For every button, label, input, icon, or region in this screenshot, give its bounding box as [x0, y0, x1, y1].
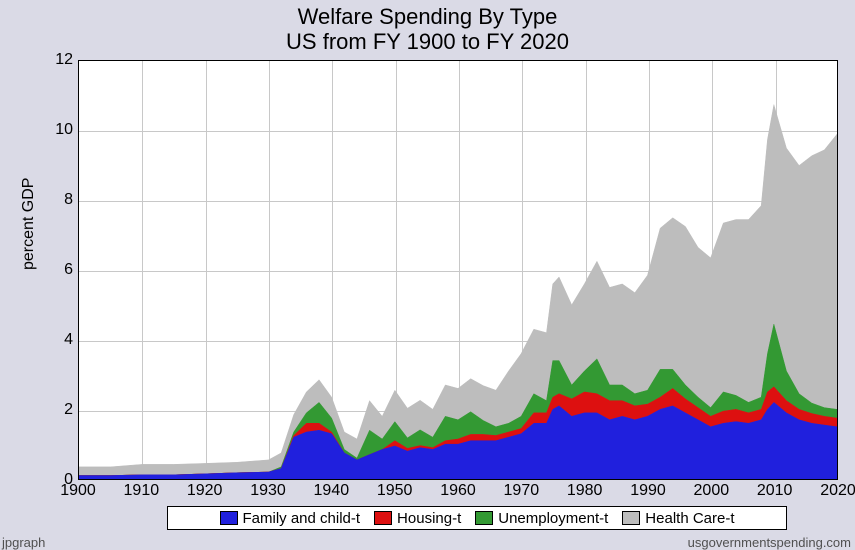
- x-tick-label: 1950: [377, 482, 413, 500]
- legend-label: Unemployment-t: [498, 510, 608, 527]
- y-tick-label: 4: [43, 331, 73, 349]
- legend-item: Unemployment-t: [475, 510, 608, 527]
- legend-label: Health Care-t: [645, 510, 734, 527]
- y-tick-label: 10: [43, 121, 73, 139]
- x-tick-label: 1900: [60, 482, 96, 500]
- chart-subtitle: US from FY 1900 to FY 2020: [0, 29, 855, 54]
- legend-swatch: [622, 511, 640, 525]
- x-tick-label: 1970: [504, 482, 540, 500]
- x-tick-label: 2010: [757, 482, 793, 500]
- chart-area: [78, 60, 838, 480]
- x-tick-label: 1930: [250, 482, 286, 500]
- y-tick-label: 12: [43, 51, 73, 69]
- x-tick-label: 1990: [630, 482, 666, 500]
- chart-title-block: Welfare Spending By Type US from FY 1900…: [0, 0, 855, 55]
- credit-left: jpgraph: [2, 535, 45, 550]
- x-tick-label: 2020: [820, 482, 855, 500]
- legend-label: Housing-t: [397, 510, 461, 527]
- x-tick-label: 1960: [440, 482, 476, 500]
- legend-item: Health Care-t: [622, 510, 734, 527]
- x-tick-label: 1940: [314, 482, 350, 500]
- x-tick-label: 2000: [694, 482, 730, 500]
- y-tick-label: 2: [43, 401, 73, 419]
- legend-swatch: [220, 511, 238, 525]
- x-tick-label: 1920: [187, 482, 223, 500]
- legend-swatch: [374, 511, 392, 525]
- stacked-areas: [79, 61, 837, 479]
- legend-item: Family and child-t: [220, 510, 361, 527]
- y-axis-label: percent GDP: [20, 178, 38, 270]
- x-tick-label: 1910: [124, 482, 160, 500]
- legend-swatch: [475, 511, 493, 525]
- x-tick-label: 1980: [567, 482, 603, 500]
- credit-right: usgovernmentspending.com: [688, 535, 851, 550]
- legend-item: Housing-t: [374, 510, 461, 527]
- y-tick-label: 6: [43, 261, 73, 279]
- legend-label: Family and child-t: [243, 510, 361, 527]
- y-tick-label: 8: [43, 191, 73, 209]
- chart-title: Welfare Spending By Type: [0, 4, 855, 29]
- plot-area: [78, 60, 838, 480]
- legend: Family and child-t Housing-t Unemployment-…: [167, 506, 787, 530]
